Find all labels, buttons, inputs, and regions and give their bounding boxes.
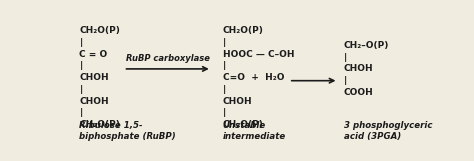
Text: CH₂–O(P): CH₂–O(P) [344, 41, 389, 50]
Text: CHOH: CHOH [223, 97, 252, 106]
Text: HOOC — C–OH: HOOC — C–OH [223, 50, 294, 59]
Text: Unstable
intermediate: Unstable intermediate [223, 121, 286, 141]
Text: CHOH: CHOH [344, 64, 374, 73]
Text: |: | [223, 85, 226, 94]
Text: CHOH: CHOH [80, 97, 109, 106]
Text: CH₂O(P): CH₂O(P) [80, 120, 120, 129]
Text: RuBP carboxylase: RuBP carboxylase [126, 54, 210, 63]
Text: C=O  +  H₂O: C=O + H₂O [223, 73, 284, 82]
Text: |: | [80, 85, 82, 94]
Text: CH₂O(P): CH₂O(P) [223, 26, 264, 35]
Text: CH₂O(P): CH₂O(P) [223, 120, 264, 129]
Text: 3 phosphoglyceric
acid (3PGA): 3 phosphoglyceric acid (3PGA) [344, 121, 432, 141]
Text: |: | [80, 61, 82, 70]
Text: COOH: COOH [344, 88, 374, 97]
Text: |: | [223, 108, 226, 117]
Text: |: | [344, 53, 347, 62]
Text: |: | [223, 61, 226, 70]
Text: |: | [344, 76, 347, 85]
Text: |: | [80, 38, 82, 47]
Text: |: | [223, 38, 226, 47]
Text: |: | [80, 108, 82, 117]
Text: C = O: C = O [80, 50, 108, 59]
Text: CHOH: CHOH [80, 73, 109, 82]
Text: Ribulose 1,5-
biphosphate (RuBP): Ribulose 1,5- biphosphate (RuBP) [80, 121, 176, 141]
Text: CH₂O(P): CH₂O(P) [80, 26, 120, 35]
